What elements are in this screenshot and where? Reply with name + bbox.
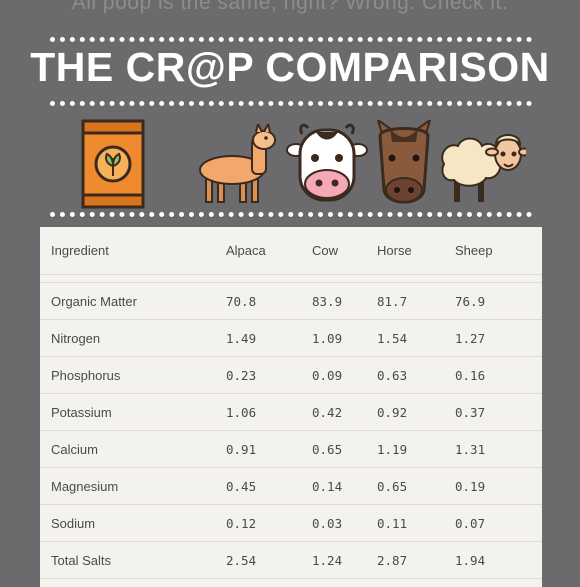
horse-value: 81.7 — [377, 282, 455, 320]
table-row: Phosphorus 0.23 0.09 0.63 0.16 — [40, 356, 542, 394]
cow-value: 1.09 — [312, 319, 377, 357]
row-label: Nitrogen — [40, 319, 226, 357]
row-label: Phosphorus — [40, 356, 226, 394]
animal-icons-row — [0, 110, 580, 215]
row-label: Sodium — [40, 504, 226, 542]
sheep-value: 1.27 — [455, 319, 542, 357]
table-row: Potassium 1.06 0.42 0.92 0.37 — [40, 393, 542, 431]
alpaca-value: 0.12 — [226, 504, 312, 542]
column-header-sheep: Sheep — [455, 227, 542, 275]
horse-value: 0.63 — [377, 356, 455, 394]
table-row: Magnesium 0.45 0.14 0.65 0.19 — [40, 467, 542, 505]
comparison-table: Ingredient Alpaca Cow Horse Sheep Organi… — [40, 227, 542, 579]
row-label: Calcium — [40, 430, 226, 468]
sheep-value: 1.31 — [455, 430, 542, 468]
column-header-ingredient: Ingredient — [40, 227, 226, 275]
horse-value: 0.92 — [377, 393, 455, 431]
top-dotted-divider — [50, 37, 532, 42]
horse-value: 1.54 — [377, 319, 455, 357]
row-label: Total Salts — [40, 541, 226, 579]
alpaca-value: 70.8 — [226, 282, 312, 320]
sheep-value: 0.16 — [455, 356, 542, 394]
alpaca-icon — [199, 124, 276, 203]
table-row: Organic Matter 70.8 83.9 81.7 76.9 — [40, 282, 542, 320]
table-spacer — [40, 274, 542, 283]
alpaca-value: 0.45 — [226, 467, 312, 505]
sheep-icon — [441, 134, 526, 202]
alpaca-value: 1.06 — [226, 393, 312, 431]
sheep-value: 0.19 — [455, 467, 542, 505]
horse-value: 2.87 — [377, 541, 455, 579]
cow-value: 1.24 — [312, 541, 377, 579]
sheep-value: 0.37 — [455, 393, 542, 431]
horse-icon — [376, 120, 432, 204]
cow-icon — [286, 123, 368, 202]
horse-value: 0.11 — [377, 504, 455, 542]
sheep-value: 76.9 — [455, 282, 542, 320]
comparison-table-card: Ingredient Alpaca Cow Horse Sheep Organi… — [40, 227, 542, 587]
row-label: Potassium — [40, 393, 226, 431]
cow-value: 0.03 — [312, 504, 377, 542]
table-row: Calcium 0.91 0.65 1.19 1.31 — [40, 430, 542, 468]
alpaca-value: 0.91 — [226, 430, 312, 468]
alpaca-value: 2.54 — [226, 541, 312, 579]
cow-value: 0.65 — [312, 430, 377, 468]
tagline: All poop is the same, right? Wrong. Chec… — [71, 0, 509, 14]
fertilizer-bag-icon — [81, 119, 145, 209]
cow-value: 83.9 — [312, 282, 377, 320]
cow-value: 0.42 — [312, 393, 377, 431]
column-header-alpaca: Alpaca — [226, 227, 312, 275]
table-row: Nitrogen 1.49 1.09 1.54 1.27 — [40, 319, 542, 357]
table-row: Total Salts 2.54 1.24 2.87 1.94 — [40, 541, 542, 579]
middle-dotted-divider — [50, 101, 532, 106]
row-label: Organic Matter — [40, 282, 226, 320]
alpaca-value: 1.49 — [226, 319, 312, 357]
sheep-value: 1.94 — [455, 541, 542, 579]
column-header-cow: Cow — [312, 227, 377, 275]
sheep-value: 0.07 — [455, 504, 542, 542]
horse-value: 0.65 — [377, 467, 455, 505]
column-header-horse: Horse — [377, 227, 455, 275]
table-row: Sodium 0.12 0.03 0.11 0.07 — [40, 504, 542, 542]
bottom-dotted-divider — [50, 212, 532, 217]
table-header-row: Ingredient Alpaca Cow Horse Sheep — [40, 227, 542, 275]
cow-value: 0.09 — [312, 356, 377, 394]
cow-value: 0.14 — [312, 467, 377, 505]
alpaca-value: 0.23 — [226, 356, 312, 394]
horse-value: 1.19 — [377, 430, 455, 468]
page-title: THE CR@P COMPARISON — [30, 44, 550, 90]
row-label: Magnesium — [40, 467, 226, 505]
